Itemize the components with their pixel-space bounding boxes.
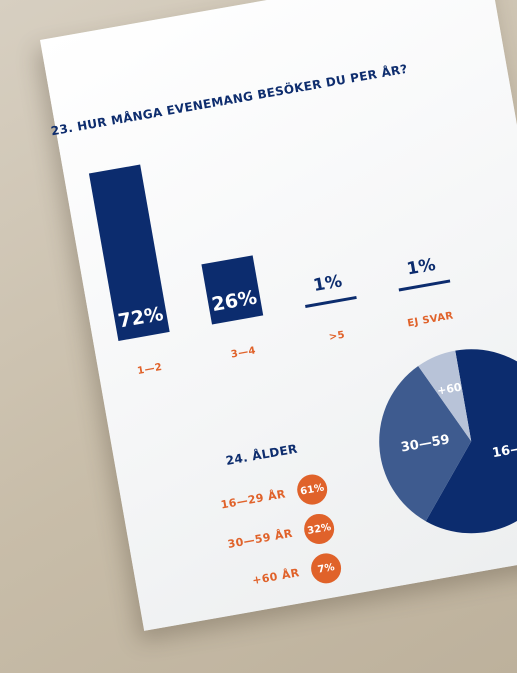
bar-category-label: 3—4 <box>230 345 257 361</box>
bar-chart-title: 23. HUR MÅNGA EVENEMANG BESÖKER DU PER Å… <box>49 61 409 139</box>
pie-slice-3 <box>418 350 472 442</box>
pie-slice-1 <box>425 349 517 534</box>
bar-4 <box>398 279 451 292</box>
printed-page: 23. HUR MÅNGA EVENEMANG BESÖKER DU PER Å… <box>40 0 517 631</box>
bar-value-label: 1% <box>405 254 438 280</box>
legend-percent-badge: 7% <box>308 550 344 586</box>
bar-value-label: 1% <box>311 271 344 297</box>
bar-3 <box>305 295 357 308</box>
pie-slice-2 <box>379 366 472 522</box>
legend-label: 16—29 ÅR <box>219 487 287 512</box>
legend-label: +60 ÅR <box>251 566 301 588</box>
legend-percent-badge: 32% <box>301 511 337 547</box>
pie-legend: 16—29 ÅR 61% 30—59 ÅR 32% +60 ÅR 7% <box>40 0 488 587</box>
legend-percent-badge: 61% <box>294 472 330 507</box>
legend-label: 30—59 ÅR <box>226 526 294 551</box>
bar-category-label: >5 <box>328 329 346 344</box>
pie-slice-label: +60 <box>436 380 463 397</box>
pie-chart-title: 24. ÅLDER <box>224 441 299 469</box>
bar-category-label: EJ SVAR <box>406 310 455 330</box>
bar-chart: 72% 1—2 26% 3—4 1% >5 1% EJ SVAR <box>40 0 488 377</box>
bar-category-label: 1—2 <box>136 361 164 378</box>
